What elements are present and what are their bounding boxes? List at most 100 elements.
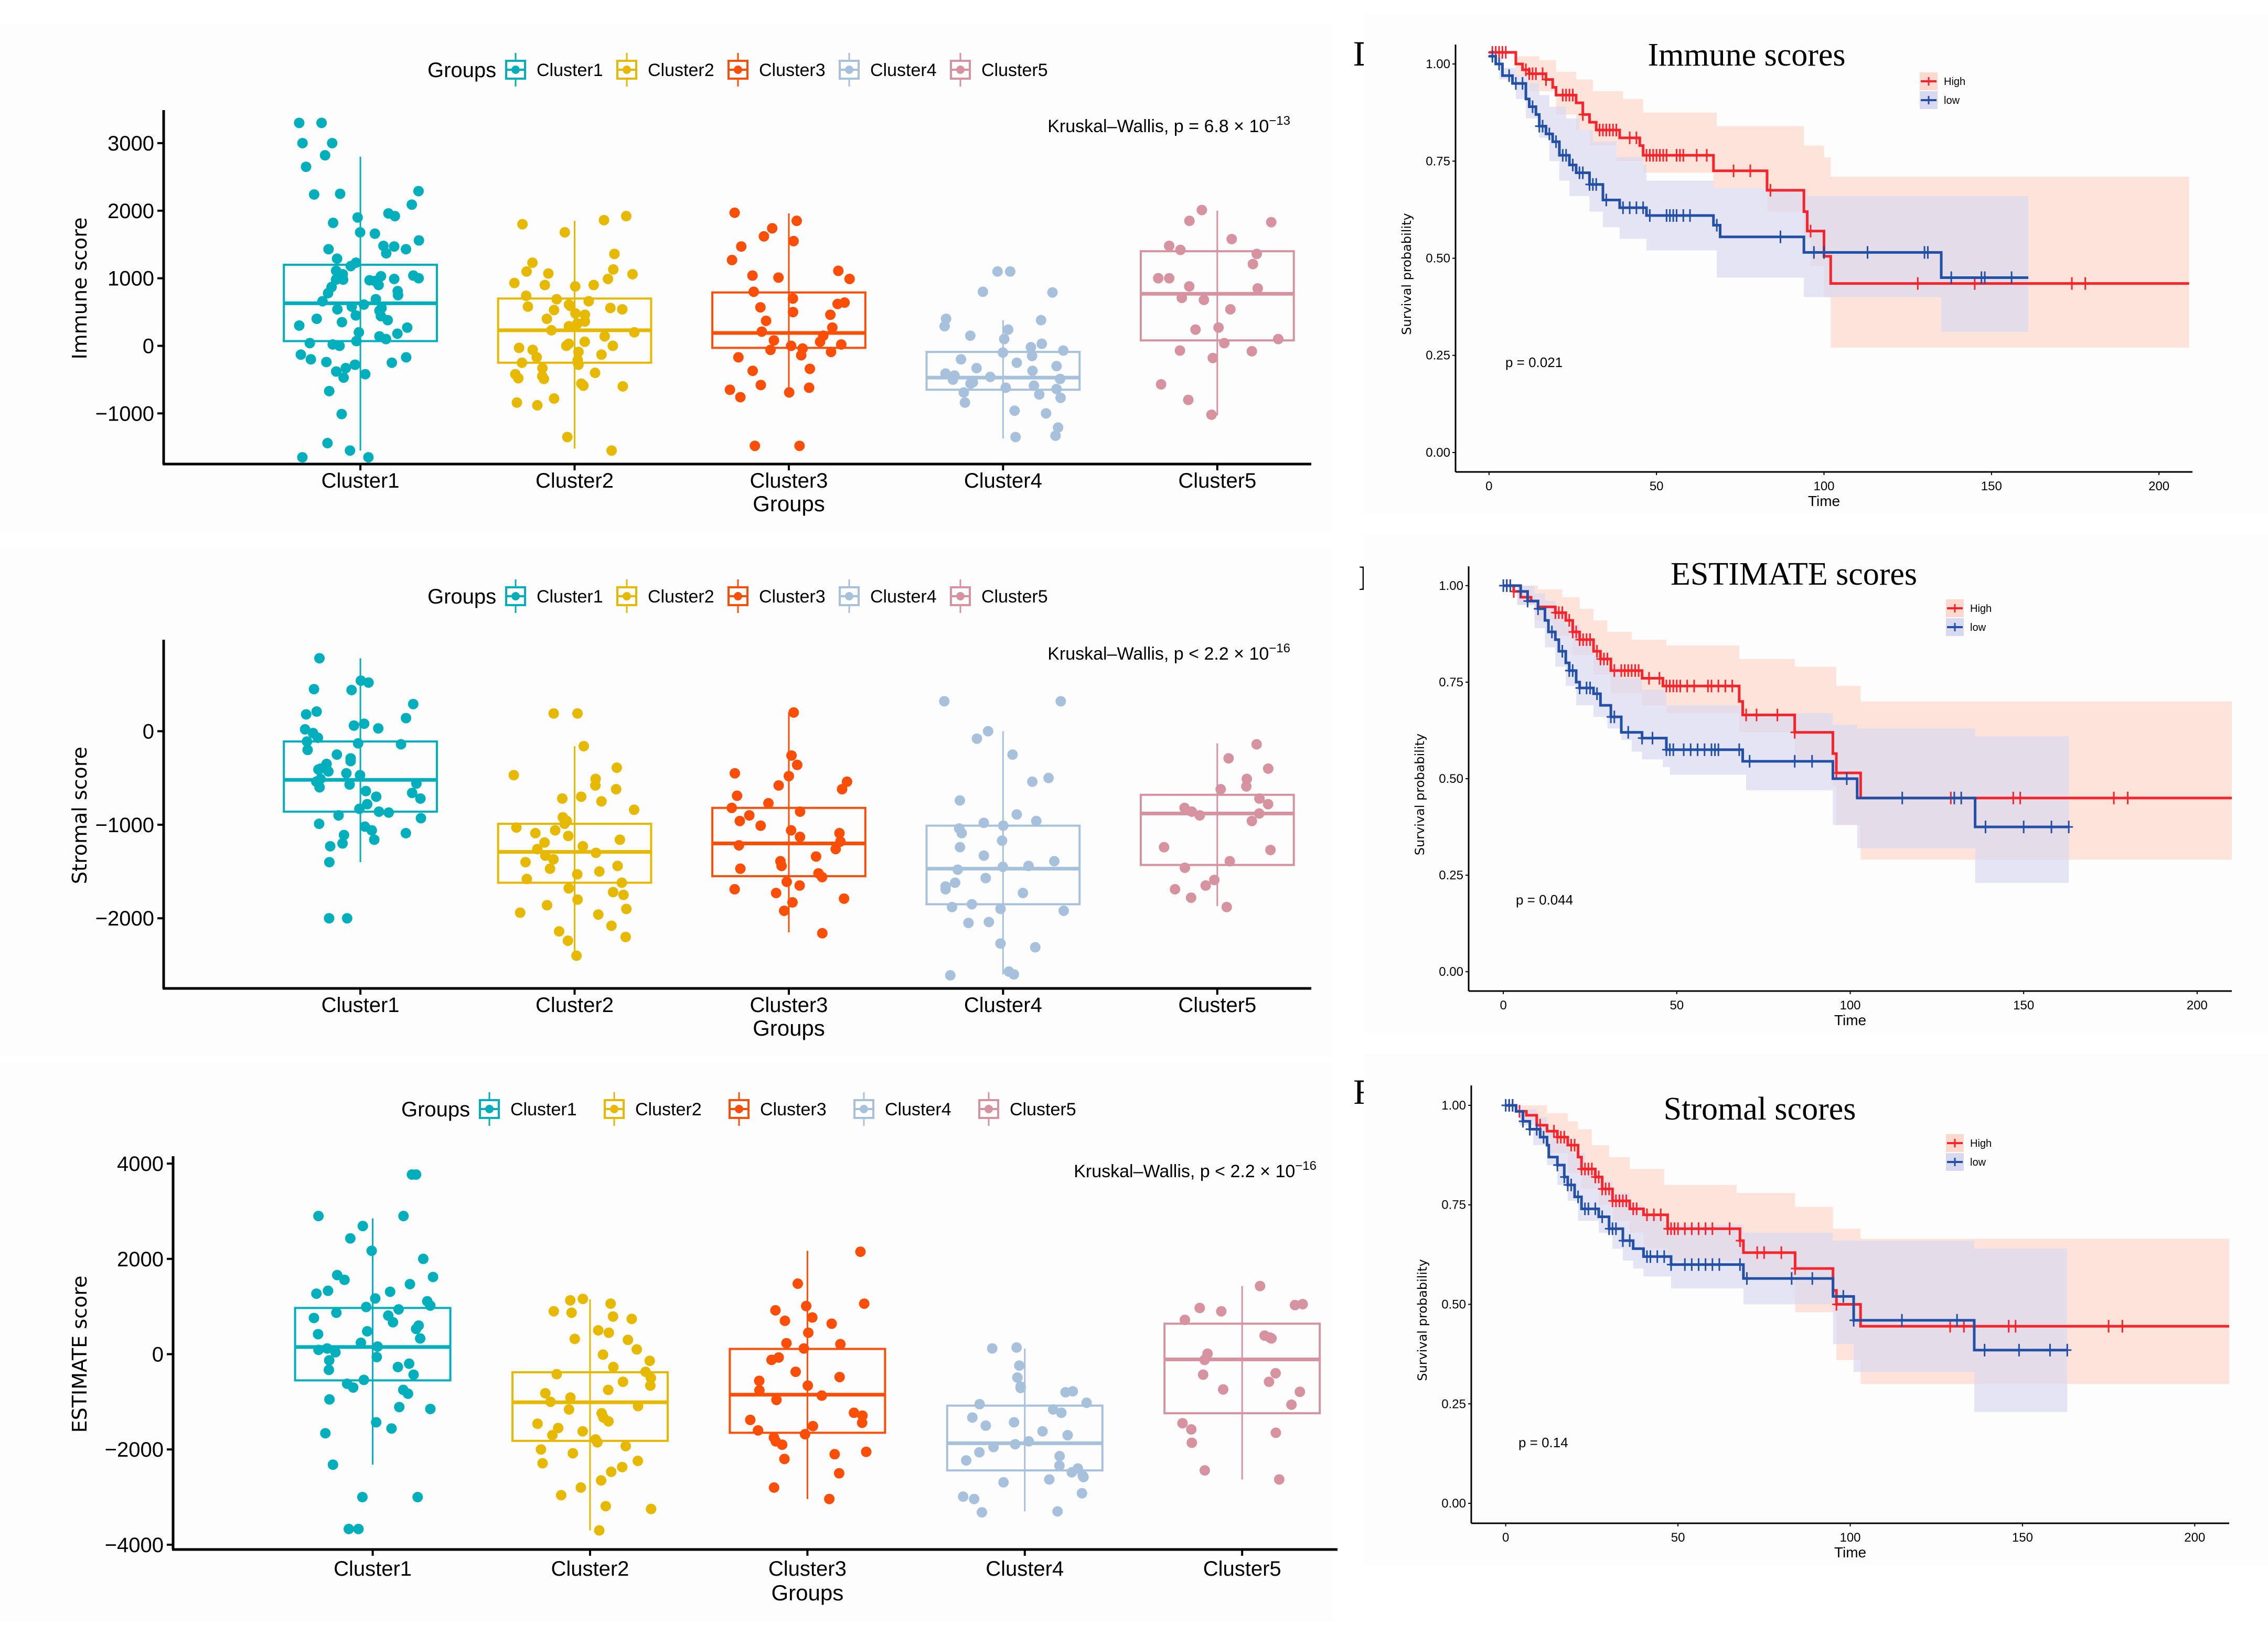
data-point bbox=[350, 310, 361, 321]
legend-item-high: High bbox=[1920, 72, 1965, 90]
data-point bbox=[603, 1416, 614, 1427]
data-point bbox=[939, 696, 950, 707]
data-point bbox=[395, 739, 406, 750]
panel-background bbox=[0, 1062, 1332, 1621]
data-point bbox=[632, 1344, 643, 1355]
data-point bbox=[977, 1507, 988, 1518]
data-point bbox=[593, 1325, 604, 1336]
data-point bbox=[509, 277, 520, 288]
data-point bbox=[849, 1407, 860, 1418]
data-point bbox=[955, 842, 966, 853]
data-point bbox=[1209, 875, 1220, 886]
data-point bbox=[386, 1423, 397, 1434]
data-point bbox=[606, 1466, 617, 1477]
data-point bbox=[1225, 304, 1236, 315]
data-point bbox=[773, 780, 784, 791]
annotation-exponent: −16 bbox=[1295, 1159, 1317, 1173]
data-point bbox=[1043, 772, 1054, 783]
legend-label: Cluster4 bbox=[885, 1100, 951, 1120]
data-point bbox=[1254, 793, 1265, 804]
legend-label: Cluster5 bbox=[981, 60, 1048, 80]
data-point bbox=[406, 199, 418, 210]
data-point bbox=[575, 1482, 586, 1493]
data-point bbox=[324, 1394, 335, 1405]
data-point bbox=[392, 328, 403, 339]
annotation-exponent: −16 bbox=[1269, 641, 1290, 655]
data-point bbox=[569, 1333, 580, 1344]
data-point bbox=[605, 303, 616, 314]
data-point bbox=[1076, 1488, 1087, 1499]
data-point bbox=[603, 1327, 614, 1338]
data-point bbox=[1183, 394, 1194, 405]
data-point bbox=[768, 335, 779, 346]
data-point bbox=[967, 1412, 978, 1423]
data-point bbox=[771, 1394, 782, 1405]
y-tick-label: 0.25 bbox=[1439, 868, 1463, 883]
data-point bbox=[411, 1323, 422, 1335]
data-point bbox=[324, 1355, 335, 1366]
data-point bbox=[1295, 1386, 1306, 1397]
data-point bbox=[345, 445, 356, 456]
data-point bbox=[787, 307, 798, 318]
data-point bbox=[1186, 1437, 1197, 1448]
data-point bbox=[945, 970, 956, 981]
data-point bbox=[620, 931, 631, 942]
data-point bbox=[362, 1326, 373, 1337]
data-point bbox=[361, 1301, 372, 1312]
data-point bbox=[354, 327, 365, 338]
data-point bbox=[413, 186, 424, 197]
data-point bbox=[600, 1501, 611, 1512]
legend-item-cluster1: Cluster1 bbox=[505, 53, 603, 87]
data-point bbox=[316, 117, 327, 128]
data-point bbox=[735, 392, 746, 403]
data-point bbox=[1031, 815, 1042, 826]
data-point bbox=[1035, 315, 1046, 326]
data-point bbox=[955, 795, 966, 806]
data-point bbox=[1265, 845, 1276, 855]
data-point bbox=[1055, 696, 1066, 707]
data-point bbox=[758, 231, 769, 242]
data-point bbox=[969, 1493, 980, 1504]
data-point bbox=[541, 900, 552, 911]
data-point bbox=[1012, 1372, 1023, 1383]
data-point bbox=[346, 684, 357, 695]
data-point bbox=[565, 1295, 576, 1306]
y-axis-title: Survival probability bbox=[1415, 1259, 1430, 1381]
data-point bbox=[754, 1385, 765, 1396]
data-point bbox=[352, 738, 363, 749]
data-point bbox=[611, 762, 622, 773]
data-point bbox=[1207, 352, 1218, 363]
data-point bbox=[618, 889, 629, 900]
box-cluster1 bbox=[283, 653, 438, 924]
y-tick-label: 0.25 bbox=[1426, 349, 1450, 363]
data-point bbox=[400, 827, 411, 838]
x-tick-label: 50 bbox=[1670, 998, 1684, 1013]
data-point bbox=[1060, 1387, 1071, 1398]
data-point bbox=[817, 871, 828, 883]
data-point bbox=[1246, 346, 1257, 357]
data-point bbox=[1044, 1474, 1055, 1485]
data-point bbox=[346, 301, 357, 312]
data-point bbox=[777, 1439, 788, 1450]
data-point bbox=[1246, 815, 1257, 826]
legend: High low bbox=[1946, 599, 1992, 636]
data-point bbox=[824, 1493, 835, 1504]
data-point bbox=[1197, 1369, 1208, 1380]
data-point bbox=[350, 359, 361, 370]
data-point bbox=[551, 1369, 562, 1380]
x-tick-label: Cluster4 bbox=[964, 994, 1042, 1017]
data-point bbox=[321, 357, 332, 368]
data-point bbox=[646, 1503, 657, 1514]
data-point bbox=[617, 1376, 628, 1387]
data-point bbox=[855, 1246, 866, 1257]
data-point bbox=[790, 1366, 801, 1378]
data-point bbox=[1156, 379, 1167, 390]
survival-curve-low bbox=[1488, 50, 2029, 284]
data-point bbox=[408, 1369, 419, 1380]
data-point bbox=[508, 770, 519, 781]
data-point bbox=[384, 1286, 395, 1297]
data-point bbox=[1011, 809, 1022, 820]
data-point bbox=[330, 1347, 341, 1358]
data-point bbox=[324, 857, 335, 868]
data-point bbox=[799, 1429, 810, 1440]
